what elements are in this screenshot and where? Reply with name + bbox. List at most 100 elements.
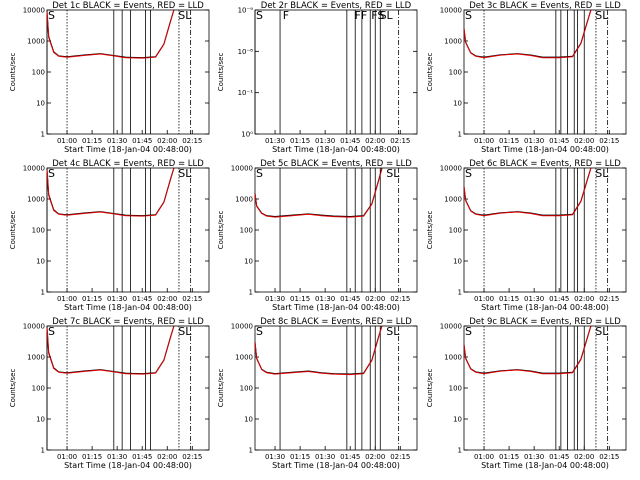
- x-axis-label: Start Time (18-Jan-04 00:48:00): [481, 145, 609, 154]
- y-tick-label: 1: [41, 447, 45, 455]
- y-tick-label: 1000: [235, 354, 253, 362]
- y-tick-label: 10: [453, 258, 462, 266]
- plot-frame: [254, 325, 418, 451]
- y-tick-label: 1: [458, 447, 462, 455]
- chart-panel-6: Det 6c BLACK = Events, RED = LLD 1 10 100 10…: [426, 159, 627, 312]
- x-tick-label: 01:15: [290, 137, 310, 145]
- x-tick-label: 01:00: [474, 295, 494, 303]
- y-tick-label: 10000: [440, 323, 462, 331]
- y-tick-label: 10: [244, 416, 253, 424]
- lld-line: [46, 167, 175, 217]
- x-axis-label: Start Time (18-Jan-04 00:48:00): [64, 461, 192, 470]
- y-tick-label: 100: [449, 385, 462, 393]
- y-tick-label: 1: [249, 447, 253, 455]
- y-tick-label: 10000: [23, 323, 45, 331]
- lld-line: [46, 325, 175, 375]
- flag-label: FS: [371, 9, 384, 22]
- x-tick-label: 01:45: [340, 137, 360, 145]
- x-tick-label: 02:00: [574, 295, 594, 303]
- y-tick-label: 1000: [444, 38, 462, 46]
- x-tick-label: 01:30: [107, 137, 127, 145]
- chart-title: Det 2r BLACK = Events, RED = LLD: [261, 1, 412, 11]
- y-tick-label: 10000: [23, 7, 45, 15]
- events-line: [463, 167, 592, 216]
- x-tick-label: 02:15: [390, 453, 410, 461]
- chart-title: Det 5c BLACK = Events, RED = LLD: [260, 159, 412, 169]
- x-tick-label: 01:45: [132, 295, 152, 303]
- x-tick-label: 02:15: [390, 137, 410, 145]
- x-tick-label: 01:30: [524, 137, 544, 145]
- events-line: [46, 325, 175, 375]
- events-line: [254, 167, 383, 218]
- y-tick-label: 1000: [444, 196, 462, 204]
- y-tick-label: 10⁻⁸: [238, 48, 254, 56]
- x-tick-label: 01:45: [132, 453, 152, 461]
- y-tick-label: 10⁻¹: [238, 89, 254, 97]
- y-tick-label: 1: [41, 289, 45, 297]
- x-tick-label: 01:30: [265, 453, 285, 461]
- x-tick-label: 01:15: [82, 453, 102, 461]
- plot-frame: [463, 325, 627, 451]
- y-tick-label: 10: [36, 258, 45, 266]
- y-tick-label: 10: [244, 258, 253, 266]
- x-tick-label: 02:00: [157, 295, 177, 303]
- x-tick-label: 01:45: [549, 137, 569, 145]
- flag-label: S: [465, 9, 472, 22]
- chart-panel-7: Det 7c BLACK = Events, RED = LLD 1 10 100 10…: [9, 317, 210, 470]
- y-tick-label: 1000: [235, 196, 253, 204]
- chart-title: Det 3c BLACK = Events, RED = LLD: [469, 1, 621, 11]
- plot-frame: [254, 9, 418, 135]
- x-tick-label: 01:30: [107, 295, 127, 303]
- y-axis-label: Counts/sec: [9, 53, 17, 92]
- chart-panel-3: Det 3c BLACK = Events, RED = LLD 1 10 100 10…: [426, 1, 627, 154]
- x-tick-label: 01:15: [499, 295, 519, 303]
- lld-line: [463, 325, 592, 375]
- y-tick-label: 10: [453, 100, 462, 108]
- chart-title: Det 1c BLACK = Events, RED = LLD: [52, 1, 204, 11]
- chart-panel-8: Det 8c BLACK = Events, RED = LLD 1 10 100 10…: [217, 317, 418, 470]
- y-tick-label: 1: [41, 131, 45, 139]
- x-tick-label: 01:00: [57, 137, 77, 145]
- plot-frame: [463, 167, 627, 293]
- flag-label: SL: [178, 9, 192, 22]
- flag-label: SL: [595, 325, 609, 338]
- y-tick-label: 100: [449, 69, 462, 77]
- events-line: [463, 9, 592, 58]
- x-tick-label: 01:00: [57, 295, 77, 303]
- x-tick-label: 01:30: [315, 453, 335, 461]
- x-axis-label: Start Time (18-Jan-04 00:48:00): [64, 303, 192, 312]
- x-tick-label: 01:30: [265, 137, 285, 145]
- x-axis-label: Start Time (18-Jan-04 00:48:00): [481, 461, 609, 470]
- chart-title: Det 4c BLACK = Events, RED = LLD: [52, 159, 204, 169]
- flag-label: S: [465, 325, 472, 338]
- y-axis-label: Counts/sec: [9, 369, 17, 408]
- x-tick-label: 01:30: [524, 295, 544, 303]
- flag-label: S: [256, 9, 263, 22]
- y-tick-label: 100: [32, 227, 45, 235]
- y-tick-label: 10: [453, 416, 462, 424]
- y-tick-label: 10⁰: [241, 131, 253, 139]
- plot-frame: [254, 167, 418, 293]
- y-tick-label: 10: [36, 416, 45, 424]
- chart-title: Det 6c BLACK = Events, RED = LLD: [469, 159, 621, 169]
- y-tick-label: 1: [458, 131, 462, 139]
- y-tick-label: 10: [36, 100, 45, 108]
- x-tick-label: 01:15: [82, 295, 102, 303]
- y-axis-label: Counts/sec: [426, 369, 434, 408]
- chart-title: Det 9c BLACK = Events, RED = LLD: [469, 317, 621, 327]
- lld-line: [254, 168, 383, 218]
- flag-label: S: [48, 9, 55, 22]
- chart-panel-1: Det 1c BLACK = Events, RED = LLD 1 10 100 10…: [9, 1, 210, 154]
- x-tick-label: 01:15: [290, 295, 310, 303]
- x-axis-label: Start Time (18-Jan-04 00:48:00): [272, 145, 400, 154]
- x-axis-label: Start Time (18-Jan-04 00:48:00): [272, 461, 400, 470]
- plot-frame: [46, 325, 210, 451]
- x-tick-label: 01:30: [315, 137, 335, 145]
- x-tick-label: 02:00: [574, 453, 594, 461]
- y-tick-label: 100: [240, 385, 253, 393]
- x-tick-label: 01:30: [524, 453, 544, 461]
- x-tick-label: 01:45: [132, 137, 152, 145]
- y-tick-label: 10000: [231, 165, 253, 173]
- x-tick-label: 01:15: [499, 453, 519, 461]
